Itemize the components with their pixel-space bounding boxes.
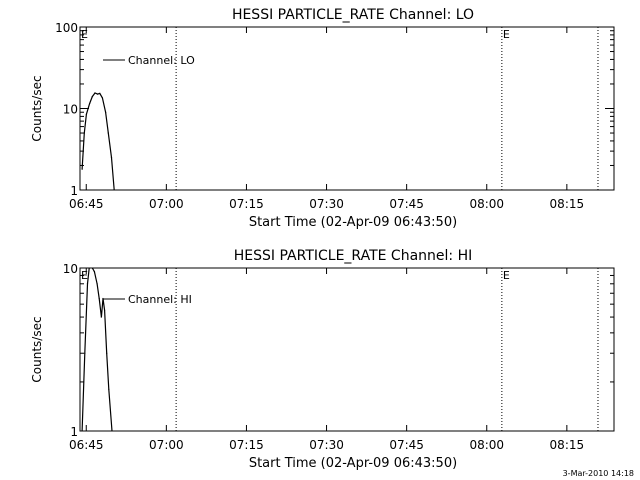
panel-1-edge-label: E [81,28,88,41]
panel-2-data-point [98,297,100,300]
panel-1-x-tick-label: 08:15 [550,197,585,211]
panel-1-x-tick-label: 08:00 [469,197,504,211]
panel-2-data-point [96,283,98,285]
panel-2-x-tick-label: 07:45 [389,438,424,452]
panel-1-x-axis-label: Start Time (02-Apr-09 06:43:50) [249,215,457,230]
panel-1-legend-label: Channel: LO [128,54,195,67]
panel-2-x-tick-label: 06:45 [69,438,104,452]
panel-1-event-marker-label: E [503,28,510,41]
panel-2-data-point [81,430,83,431]
panel-1-data-point [89,102,91,105]
panel-1-x-tick-label: 06:45 [69,197,104,211]
panel-1-x-tick-label: 07:00 [149,197,184,211]
panel-2-data-point [103,309,106,311]
panel-2-legend-label: Channel: HI [128,293,192,306]
panel-1-plot-frame [79,26,615,191]
panel-2-data-point [86,283,89,285]
panel-1-y-tick-label: 1 [70,184,78,198]
panel-1-y-tick-label: 100 [55,21,78,35]
panel-1-data-point [81,168,83,170]
panel-2-data-point [91,268,93,269]
panel-2-chart-title: HESSI PARTICLE_RATE Channel: HI [234,248,472,264]
panel-2-y-tick-label: 10 [63,262,78,276]
panel-1-x-tick-label: 07:30 [309,197,344,211]
panel-2-data-point [89,264,90,265]
panel-2-y-tick-label: 1 [70,425,78,439]
panel-1-x-tick-label: 07:15 [229,197,264,211]
panel-2-x-axis-label: Start Time (02-Apr-09 06:43:50) [249,456,457,471]
panel-1-data-point [99,92,101,95]
panel-1-y-axis-label: Counts/sec [30,75,44,141]
panel-2-data-point [106,352,108,354]
panel-1-data-point [110,156,113,159]
panel-2-x-tick-label: 07:30 [309,438,344,452]
panel-2-y-axis-label: Counts/sec [30,316,44,382]
panel-1-data-point [97,93,99,95]
panel-2-data-point [84,352,86,354]
panel-1-chart-title: HESSI PARTICLE_RATE Channel: LO [232,7,474,23]
panel-2-data-point [100,316,102,318]
panel-1-x-tick-label: 07:45 [389,197,424,211]
panel-2-x-tick-label: 08:15 [550,438,585,452]
panel-2-edge-label: E [81,269,88,282]
plot-timestamp: 3-Mar-2010 14:18 [562,469,634,478]
panel-2-x-tick-label: 08:00 [469,438,504,452]
panel-1-data-point [94,92,96,94]
panel-1-data-point [105,111,107,113]
panel-1-data-point [83,132,85,134]
panel-1-y-tick-label: 10 [63,103,78,117]
panel-2-data-point [111,430,113,431]
panel-2-data-point [102,297,104,300]
panel-1-data-point [101,97,104,99]
panel-2-event-marker-label: E [503,269,510,282]
panel-1-data-point [113,189,115,190]
panel-1-data-point [85,113,88,115]
panel-2-plot-frame [79,267,615,432]
panel-1-data-point [107,132,109,134]
panel-2-data-point [108,388,110,390]
panel-2-series-line [81,268,113,431]
panel-1-series-line [81,92,115,190]
panel-2-x-tick-label: 07:00 [149,438,184,452]
panel-2-x-tick-label: 07:15 [229,438,264,452]
panel-1-data-point [91,95,93,98]
panel-2-data-point [93,271,96,273]
